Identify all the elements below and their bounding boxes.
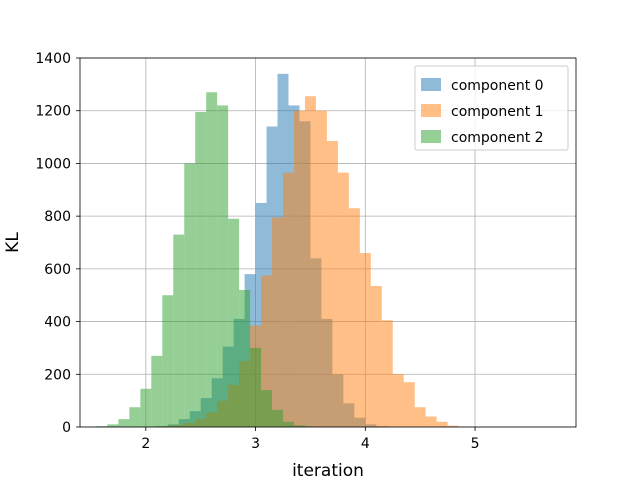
histogram-bar-series-1: [315, 110, 327, 427]
x-tick-label: 2: [141, 436, 150, 452]
histogram-bar-series-1: [304, 96, 316, 427]
histogram-bar-series-1: [293, 110, 305, 427]
histogram-bar-series-2: [184, 163, 196, 427]
histogram-bar-series-2: [118, 419, 130, 427]
y-tick-label: 600: [44, 262, 71, 278]
histogram-bar-series-1: [326, 141, 338, 427]
histogram-bar-series-2: [217, 105, 229, 427]
histogram-bar-series-2: [228, 218, 240, 427]
legend-swatch: [421, 78, 441, 91]
plot-frame: [79, 57, 577, 428]
histogram-bar-series-2: [293, 425, 305, 427]
histogram-bar-series-1: [337, 172, 349, 427]
y-axis-ticks: 0 200 400 600 800 1000 1200 1400: [35, 51, 80, 436]
legend-box: [414, 65, 569, 151]
histogram-bar-series-1: [348, 208, 360, 427]
histogram-bar-series-1: [414, 407, 426, 427]
histogram-bar-series-1: [261, 275, 273, 427]
y-tick-label: 1000: [35, 156, 71, 172]
histogram-bar-series-2: [173, 234, 185, 427]
legend-label: component 2: [451, 130, 544, 146]
y-axis-label: KL: [3, 232, 23, 253]
legend: component 0 component 1 component 2: [414, 65, 569, 151]
histogram-bar-series-2: [151, 355, 163, 427]
histogram-bar-series-2: [283, 421, 294, 427]
histogram-bar-series-2: [261, 390, 273, 427]
y-tick-label: 1400: [35, 51, 71, 67]
y-tick-label: 0: [62, 420, 71, 436]
histogram-bar-series-2: [107, 424, 119, 427]
histogram-bar-series-1: [283, 172, 294, 427]
x-tick-label: 5: [471, 436, 480, 452]
histogram-bar-series-1: [436, 421, 448, 427]
histogram-bar-series-1: [359, 253, 371, 427]
y-tick-label: 1200: [35, 104, 71, 120]
histogram-bar-series-2: [250, 347, 262, 427]
x-axis-label: iteration: [292, 461, 364, 480]
legend-label: component 0: [451, 78, 544, 94]
x-tick-label: 3: [251, 436, 260, 452]
histogram-bar-series-2: [162, 295, 174, 427]
histogram-bar-series-1: [272, 217, 284, 427]
histogram-bar-series-2: [272, 409, 284, 427]
histogram-bar-series-1: [392, 374, 404, 427]
histogram-bar-series-1: [381, 320, 393, 427]
histogram-bar-series-2: [206, 92, 218, 427]
histogram-bar-series-2: [195, 112, 207, 428]
histogram-bars: [96, 73, 459, 428]
legend-swatch: [421, 104, 441, 117]
histogram-bar-series-2: [239, 289, 251, 427]
histogram-bar-series-1: [370, 285, 382, 427]
x-axis-ticks: 2 3 4 5: [141, 427, 480, 452]
y-tick-label: 800: [44, 209, 71, 225]
legend-swatch: [421, 130, 441, 143]
x-tick-label: 4: [361, 436, 370, 452]
y-tick-label: 400: [44, 315, 71, 331]
histogram-bar-series-1: [425, 416, 437, 427]
y-tick-label: 200: [44, 367, 71, 383]
histogram-bar-series-2: [140, 388, 152, 427]
legend-label: component 1: [451, 104, 544, 120]
histogram-bar-series-2: [129, 407, 141, 427]
histogram-bar-series-1: [403, 382, 415, 427]
histogram-bar-series-1: [447, 425, 459, 427]
